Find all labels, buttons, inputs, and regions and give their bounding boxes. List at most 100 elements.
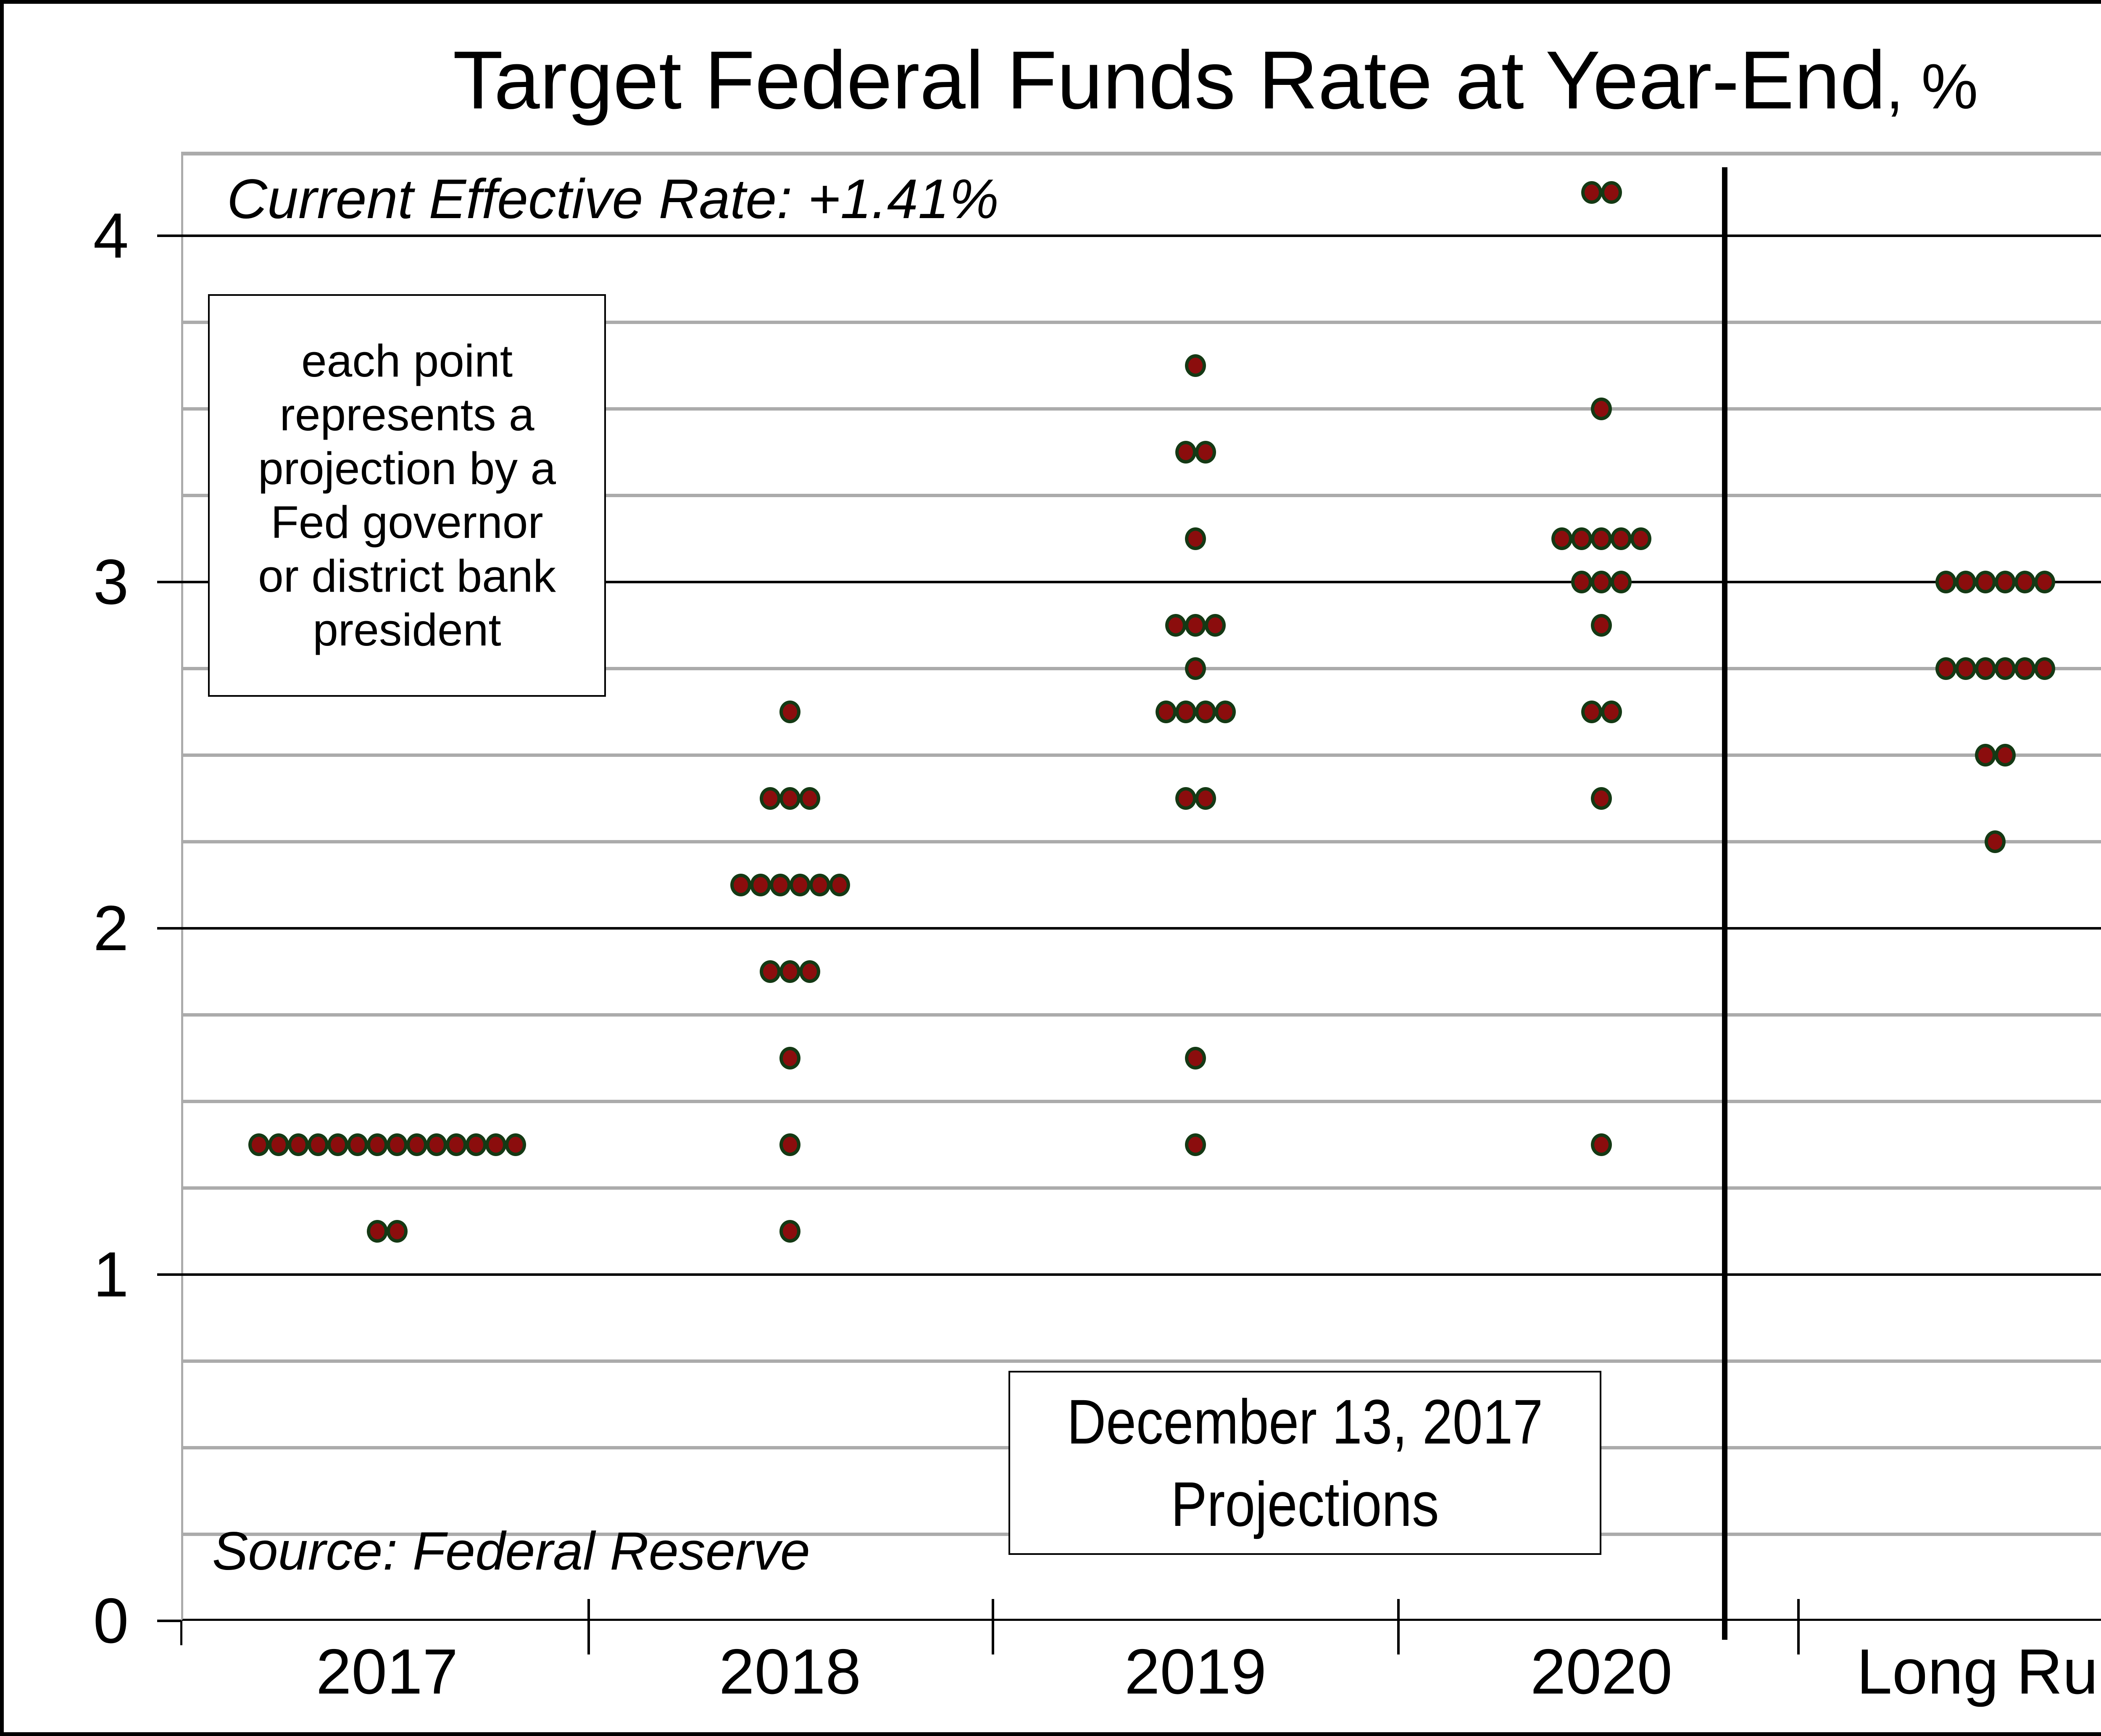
- projection-dot: [1985, 830, 2006, 853]
- projection-dot: [1175, 701, 1196, 723]
- gridline-major: [181, 1273, 2101, 1276]
- projection-dot: [1205, 614, 1226, 637]
- projection-dot: [730, 874, 751, 896]
- projection-dot: [1630, 527, 1651, 550]
- projection-dot: [268, 1133, 289, 1156]
- projection-dot: [760, 787, 781, 810]
- projection-dot: [307, 1133, 329, 1156]
- projection-dot: [1581, 181, 1602, 204]
- projection-dot: [1611, 527, 1632, 550]
- gridline-minor: [181, 840, 2101, 843]
- projection-dot: [1185, 657, 1206, 680]
- projection-dot: [1185, 527, 1206, 550]
- axis-tick: [157, 234, 181, 237]
- projection-dot: [1571, 527, 1592, 550]
- projection-dot: [1581, 701, 1602, 723]
- axis-tick: [1397, 1599, 1400, 1654]
- projection-dot: [1175, 787, 1196, 810]
- axis-tick: [587, 1599, 590, 1654]
- legend-note-line: president: [313, 604, 501, 656]
- projection-dot: [327, 1133, 348, 1156]
- y-axis-label-left: 0: [93, 1585, 129, 1657]
- projection-dot: [1591, 1133, 1612, 1156]
- source-annotation: Source: Federal Reserve: [212, 1521, 810, 1581]
- y-axis-label-left: 1: [93, 1239, 129, 1310]
- projection-dot: [1601, 701, 1622, 723]
- chart-title-main: Target Federal Funds Rate at Year-End: [453, 34, 1886, 126]
- gridline-major: [181, 581, 2101, 583]
- projection-dot: [809, 874, 830, 896]
- projection-date-box: December 13, 2017 Projections: [1008, 1371, 1601, 1555]
- legend-note-line: projection by a: [258, 443, 556, 494]
- x-axis-label: 2018: [719, 1636, 861, 1707]
- projection-dot: [2014, 571, 2035, 593]
- x-axis-label: 2017: [316, 1636, 458, 1707]
- y-axis-label-left: 4: [93, 200, 129, 271]
- projection-dot: [1185, 614, 1206, 637]
- projection-dot: [779, 787, 800, 810]
- projection-dot: [1591, 787, 1612, 810]
- projection-dot: [2014, 657, 2035, 680]
- projection-dot: [1955, 657, 1976, 680]
- gridline-minor: [181, 1100, 2101, 1103]
- projection-dot: [779, 960, 800, 983]
- projection-dot: [789, 874, 811, 896]
- axis-tick: [157, 927, 181, 930]
- projection-dot: [1935, 657, 1956, 680]
- projection-dot: [1214, 701, 1236, 723]
- projection-dot: [1591, 527, 1612, 550]
- gridline-major: [181, 234, 2101, 237]
- legend-note-line: or district bank: [258, 551, 556, 602]
- gridline-minor: [181, 667, 2101, 670]
- legend-note-box: each point represents a projection by a …: [208, 294, 606, 697]
- y-axis-label-left: 3: [93, 546, 129, 618]
- projection-dot: [799, 960, 820, 983]
- projection-dot: [1975, 571, 1996, 593]
- gridline-minor: [181, 321, 2101, 324]
- projection-dot: [347, 1133, 368, 1156]
- projection-dot: [1975, 657, 1996, 680]
- projection-dot: [760, 960, 781, 983]
- projection-dot: [406, 1133, 427, 1156]
- projection-dot: [1551, 527, 1572, 550]
- projection-dot: [1185, 1047, 1206, 1070]
- projection-dot: [505, 1133, 526, 1156]
- projection-dot: [287, 1133, 309, 1156]
- projection-dot: [485, 1133, 506, 1156]
- projection-dot: [366, 1220, 388, 1243]
- legend-note-line: represents a: [279, 389, 534, 440]
- projection-dot: [1175, 441, 1196, 464]
- x-axis-label: 2019: [1124, 1636, 1267, 1707]
- projection-dot: [1611, 571, 1632, 593]
- axis-tick: [991, 1599, 994, 1654]
- axis-tick: [1797, 1599, 1800, 1654]
- projection-dot: [366, 1133, 388, 1156]
- projection-dot: [769, 874, 791, 896]
- projection-date-text: December 13, 2017 Projections: [1051, 1380, 1559, 1545]
- projection-dot: [2034, 657, 2055, 680]
- gridline-minor: [181, 1186, 2101, 1190]
- projection-dot: [1155, 701, 1177, 723]
- projection-dot: [2034, 571, 2055, 593]
- projection-dot: [445, 1133, 467, 1156]
- projection-dot: [1591, 614, 1612, 637]
- projection-dot: [1994, 657, 2016, 680]
- projection-date-line: Projections: [1171, 1469, 1439, 1539]
- projection-dot: [1185, 354, 1206, 377]
- y-axis-label-left: 2: [93, 893, 129, 964]
- projection-dot: [1195, 787, 1216, 810]
- projection-dot: [750, 874, 771, 896]
- projection-dot: [426, 1133, 447, 1156]
- projection-dot: [1935, 571, 1956, 593]
- projection-dot: [799, 787, 820, 810]
- axis-tick: [157, 1620, 181, 1622]
- projection-dot: [1994, 571, 2016, 593]
- long-run-separator-line: [1722, 167, 1727, 1640]
- projection-dot: [1994, 744, 2016, 767]
- projection-dot: [1955, 571, 1976, 593]
- projection-dot: [1591, 398, 1612, 420]
- axis-tick: [157, 1273, 181, 1276]
- projection-date-line: December 13, 2017: [1066, 1386, 1543, 1457]
- projection-dot: [779, 1220, 800, 1243]
